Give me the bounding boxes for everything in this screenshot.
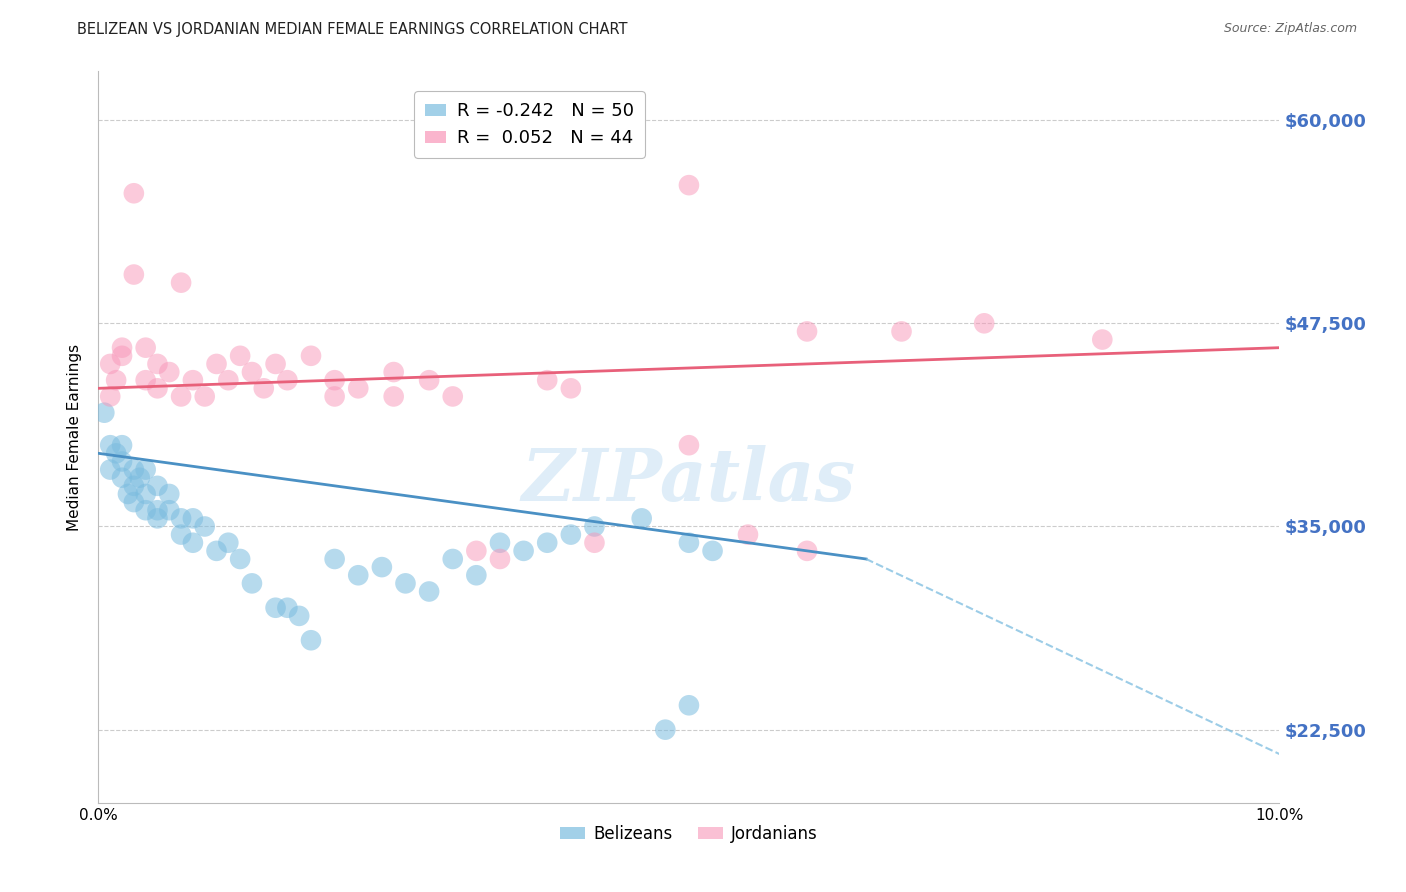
Point	[157, 503, 180, 517]
Point	[135, 373, 157, 387]
Point	[288, 608, 311, 623]
Point	[194, 519, 217, 533]
Point	[170, 389, 193, 403]
Point	[264, 357, 287, 371]
Point	[418, 584, 440, 599]
Point	[737, 527, 759, 541]
Point	[465, 544, 488, 558]
Point	[181, 511, 204, 525]
Point	[654, 723, 676, 737]
Point	[536, 535, 558, 549]
Point	[146, 479, 169, 493]
Point	[678, 178, 700, 193]
Point	[560, 381, 582, 395]
Point	[135, 503, 157, 517]
Legend: Belizeans, Jordanians: Belizeans, Jordanians	[554, 818, 824, 849]
Point	[111, 341, 134, 355]
Point	[890, 325, 912, 339]
Point	[264, 600, 287, 615]
Point	[1091, 333, 1114, 347]
Point	[489, 535, 512, 549]
Point	[194, 389, 217, 403]
Point	[583, 519, 606, 533]
Point	[93, 406, 115, 420]
Point	[157, 365, 180, 379]
Point	[323, 389, 346, 403]
Point	[105, 446, 128, 460]
Point	[146, 357, 169, 371]
Point	[128, 471, 150, 485]
Point	[135, 462, 157, 476]
Point	[323, 373, 346, 387]
Point	[122, 495, 145, 509]
Point	[146, 381, 169, 395]
Point	[465, 568, 488, 582]
Point	[441, 389, 464, 403]
Point	[299, 349, 322, 363]
Point	[702, 544, 724, 558]
Point	[678, 438, 700, 452]
Point	[678, 698, 700, 713]
Point	[217, 535, 239, 549]
Point	[98, 389, 121, 403]
Point	[276, 373, 298, 387]
Point	[146, 503, 169, 517]
Y-axis label: Median Female Earnings: Median Female Earnings	[67, 343, 83, 531]
Point	[299, 633, 322, 648]
Point	[122, 268, 145, 282]
Point	[371, 560, 394, 574]
Point	[796, 325, 818, 339]
Point	[678, 535, 700, 549]
Point	[117, 487, 139, 501]
Point	[122, 462, 145, 476]
Point	[111, 471, 134, 485]
Point	[98, 438, 121, 452]
Point	[276, 600, 298, 615]
Point	[512, 544, 534, 558]
Point	[157, 487, 180, 501]
Point	[181, 535, 204, 549]
Point	[122, 479, 145, 493]
Point	[240, 576, 263, 591]
Point	[98, 357, 121, 371]
Point	[418, 373, 440, 387]
Point	[347, 568, 370, 582]
Point	[441, 552, 464, 566]
Point	[135, 341, 157, 355]
Point	[205, 357, 228, 371]
Point	[181, 373, 204, 387]
Point	[229, 349, 252, 363]
Point	[583, 535, 606, 549]
Point	[229, 552, 252, 566]
Text: ZIPatlas: ZIPatlas	[522, 445, 856, 516]
Point	[347, 381, 370, 395]
Point	[630, 511, 652, 525]
Point	[135, 487, 157, 501]
Point	[394, 576, 416, 591]
Point	[253, 381, 276, 395]
Point	[111, 454, 134, 468]
Point	[146, 511, 169, 525]
Point	[217, 373, 239, 387]
Point	[382, 389, 405, 403]
Point	[382, 365, 405, 379]
Point	[560, 527, 582, 541]
Point	[489, 552, 512, 566]
Point	[240, 365, 263, 379]
Point	[323, 552, 346, 566]
Point	[205, 544, 228, 558]
Point	[122, 186, 145, 201]
Point	[170, 276, 193, 290]
Point	[170, 527, 193, 541]
Point	[973, 316, 995, 330]
Text: BELIZEAN VS JORDANIAN MEDIAN FEMALE EARNINGS CORRELATION CHART: BELIZEAN VS JORDANIAN MEDIAN FEMALE EARN…	[77, 22, 628, 37]
Text: Source: ZipAtlas.com: Source: ZipAtlas.com	[1223, 22, 1357, 36]
Point	[536, 373, 558, 387]
Point	[105, 373, 128, 387]
Point	[796, 544, 818, 558]
Point	[170, 511, 193, 525]
Point	[98, 462, 121, 476]
Point	[111, 349, 134, 363]
Point	[111, 438, 134, 452]
